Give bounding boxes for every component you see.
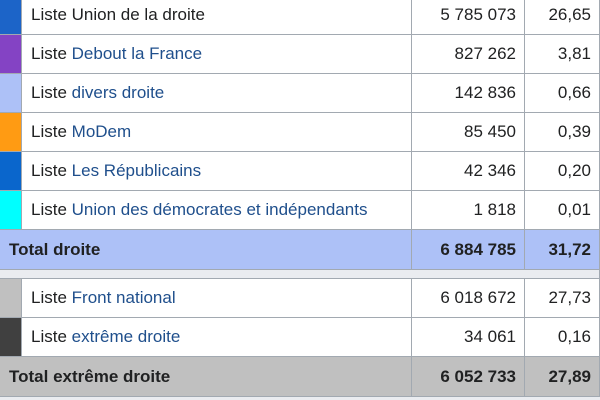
- percent: 0,01: [525, 191, 600, 230]
- list-link[interactable]: Debout la France: [71, 44, 203, 63]
- list-link[interactable]: Union des démocrates et indépendants: [71, 200, 368, 219]
- party-color: [0, 0, 22, 35]
- list-name: Liste Les Républicains: [22, 152, 412, 191]
- party-color: [0, 279, 22, 318]
- list-name: Liste Union de la droite: [22, 0, 412, 35]
- percent: 0,66: [525, 74, 600, 113]
- percent: 0,20: [525, 152, 600, 191]
- list-link[interactable]: Front national: [71, 288, 176, 307]
- list-prefix: Liste: [31, 122, 67, 141]
- party-color: [0, 152, 22, 191]
- votes: 1 818: [412, 191, 525, 230]
- party-color: [0, 113, 22, 152]
- list-link[interactable]: divers droite: [71, 83, 165, 102]
- list-link[interactable]: extrême droite: [71, 327, 181, 346]
- party-color: [0, 74, 22, 113]
- party-color: [0, 35, 22, 74]
- percent: 0,39: [525, 113, 600, 152]
- list-prefix: Liste: [31, 44, 67, 63]
- total-label: Total extrême droite: [0, 357, 412, 397]
- percent: 0,16: [525, 318, 600, 357]
- list-label: Union de la droite: [71, 5, 205, 24]
- group-separator: [0, 270, 600, 279]
- votes: 85 450: [412, 113, 525, 152]
- percent: 3,81: [525, 35, 600, 74]
- list-prefix: Liste: [31, 83, 67, 102]
- party-color: [0, 191, 22, 230]
- list-name: Liste Front national: [22, 279, 412, 318]
- list-name: Liste MoDem: [22, 113, 412, 152]
- list-link[interactable]: Les Républicains: [71, 161, 202, 180]
- list-name: Liste divers droite: [22, 74, 412, 113]
- total-label: Total droite: [0, 230, 412, 270]
- list-link[interactable]: MoDem: [71, 122, 132, 141]
- percent: 27,73: [525, 279, 600, 318]
- total-votes: 6 052 733: [412, 357, 525, 397]
- list-prefix: Liste: [31, 200, 67, 219]
- total-percent: 31,72: [525, 230, 600, 270]
- list-name: Liste Union des démocrates et indépendan…: [22, 191, 412, 230]
- votes: 42 346: [412, 152, 525, 191]
- list-prefix: Liste: [31, 161, 67, 180]
- votes: 827 262: [412, 35, 525, 74]
- list-prefix: Liste: [31, 288, 67, 307]
- list-name: Liste Debout la France: [22, 35, 412, 74]
- list-prefix: Liste: [31, 327, 67, 346]
- list-prefix: Liste: [31, 5, 67, 24]
- percent: 26,65: [525, 0, 600, 35]
- votes: 5 785 073: [412, 0, 525, 35]
- votes: 6 018 672: [412, 279, 525, 318]
- list-name: Liste extrême droite: [22, 318, 412, 357]
- votes: 142 836: [412, 74, 525, 113]
- votes: 34 061: [412, 318, 525, 357]
- party-color: [0, 318, 22, 357]
- total-votes: 6 884 785: [412, 230, 525, 270]
- total-percent: 27,89: [525, 357, 600, 397]
